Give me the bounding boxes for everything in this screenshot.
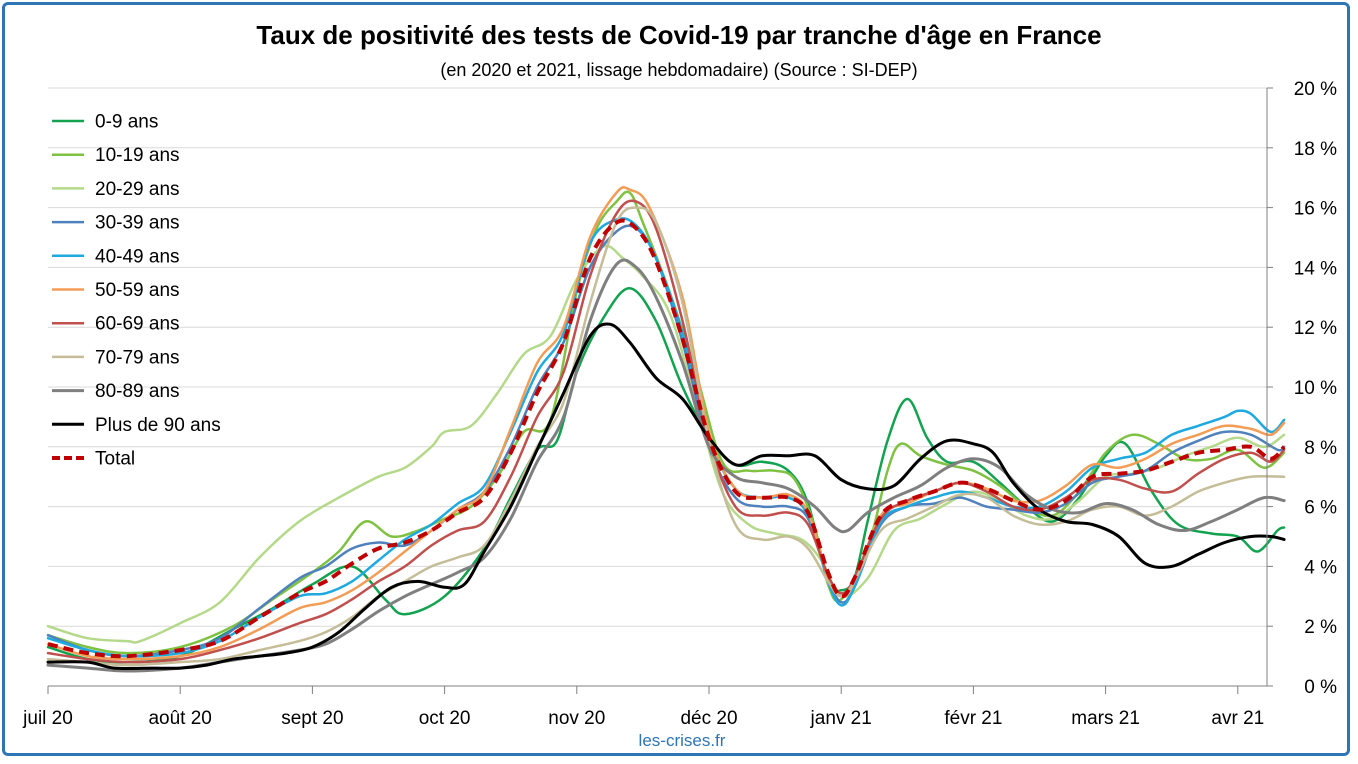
y-tick-label: 14 % — [1294, 258, 1337, 279]
y-tick-label: 10 % — [1294, 378, 1337, 399]
series-line-total — [47, 218, 1286, 659]
series-line-70-79-ans — [46, 206, 1286, 667]
y-tick-label: 6 % — [1304, 498, 1337, 519]
series-line-0-9-ans — [46, 287, 1286, 664]
grid-lines — [48, 87, 1267, 627]
chart-subtitle: (en 2020 et 2021, lissage hebdomadaire) … — [440, 60, 917, 80]
x-tick-label: janv 21 — [810, 708, 872, 729]
legend-label-60-69-ans: 60-69 ans — [95, 314, 180, 335]
x-tick-label: août 20 — [148, 708, 211, 729]
series-line-20-29-ans — [46, 244, 1286, 644]
y-tick-label: 8 % — [1304, 438, 1337, 459]
x-tick-label: juil 20 — [22, 708, 73, 729]
series-line-30-39-ans — [46, 224, 1286, 658]
series-line-60-69-ans — [46, 199, 1286, 664]
legend-label-40-49-ans: 40-49 ans — [95, 246, 180, 267]
y-tick-label: 16 % — [1294, 199, 1337, 220]
axes: 0 % 2 % 4 % 6 % 8 % 10 % 12 % 14 % 16 % 18 % 20 % j… — [22, 79, 1337, 729]
chart-title: Taux de positivité des tests de Covid-19… — [256, 20, 1101, 50]
legend-label-total: Total — [95, 449, 135, 470]
x-tick-label: févr 21 — [944, 708, 1002, 729]
legend-label-50-59-ans: 50-59 ans — [95, 280, 180, 301]
y-tick-label: 0 % — [1304, 677, 1337, 698]
y-tick-label: 18 % — [1294, 139, 1337, 160]
y-tick-label: 20 % — [1294, 79, 1337, 100]
x-tick-label: nov 20 — [548, 708, 605, 729]
legend: 0-9 ans 10-19 ans 20-29 ans 30-39 ans 40-49 … — [52, 112, 221, 470]
legend-label-10-19-ans: 10-19 ans — [95, 145, 180, 166]
series-line-plus-de-90-ans — [46, 322, 1286, 671]
series-layer — [46, 186, 1286, 673]
legend-label-plus-de-90-ans: Plus de 90 ans — [95, 415, 221, 436]
x-tick-label: déc 20 — [680, 708, 737, 729]
legend-label-80-89-ans: 80-89 ans — [95, 381, 180, 402]
legend-label-20-29-ans: 20-29 ans — [95, 179, 180, 200]
y-tick-label: 2 % — [1304, 617, 1337, 638]
source-note: les-crises.fr — [639, 731, 726, 750]
y-tick-label: 4 % — [1304, 557, 1337, 578]
legend-label-30-39-ans: 30-39 ans — [95, 213, 180, 234]
x-tick-label: sept 20 — [281, 708, 343, 729]
x-tick-label: avr 21 — [1211, 708, 1264, 729]
legend-label-0-9-ans: 0-9 ans — [95, 112, 158, 133]
x-tick-label: mars 21 — [1071, 708, 1140, 729]
series-line-50-59-ans — [46, 186, 1286, 661]
legend-label-70-79-ans: 70-79 ans — [95, 347, 180, 368]
y-tick-label: 12 % — [1294, 318, 1337, 339]
x-tick-label: oct 20 — [419, 708, 471, 729]
